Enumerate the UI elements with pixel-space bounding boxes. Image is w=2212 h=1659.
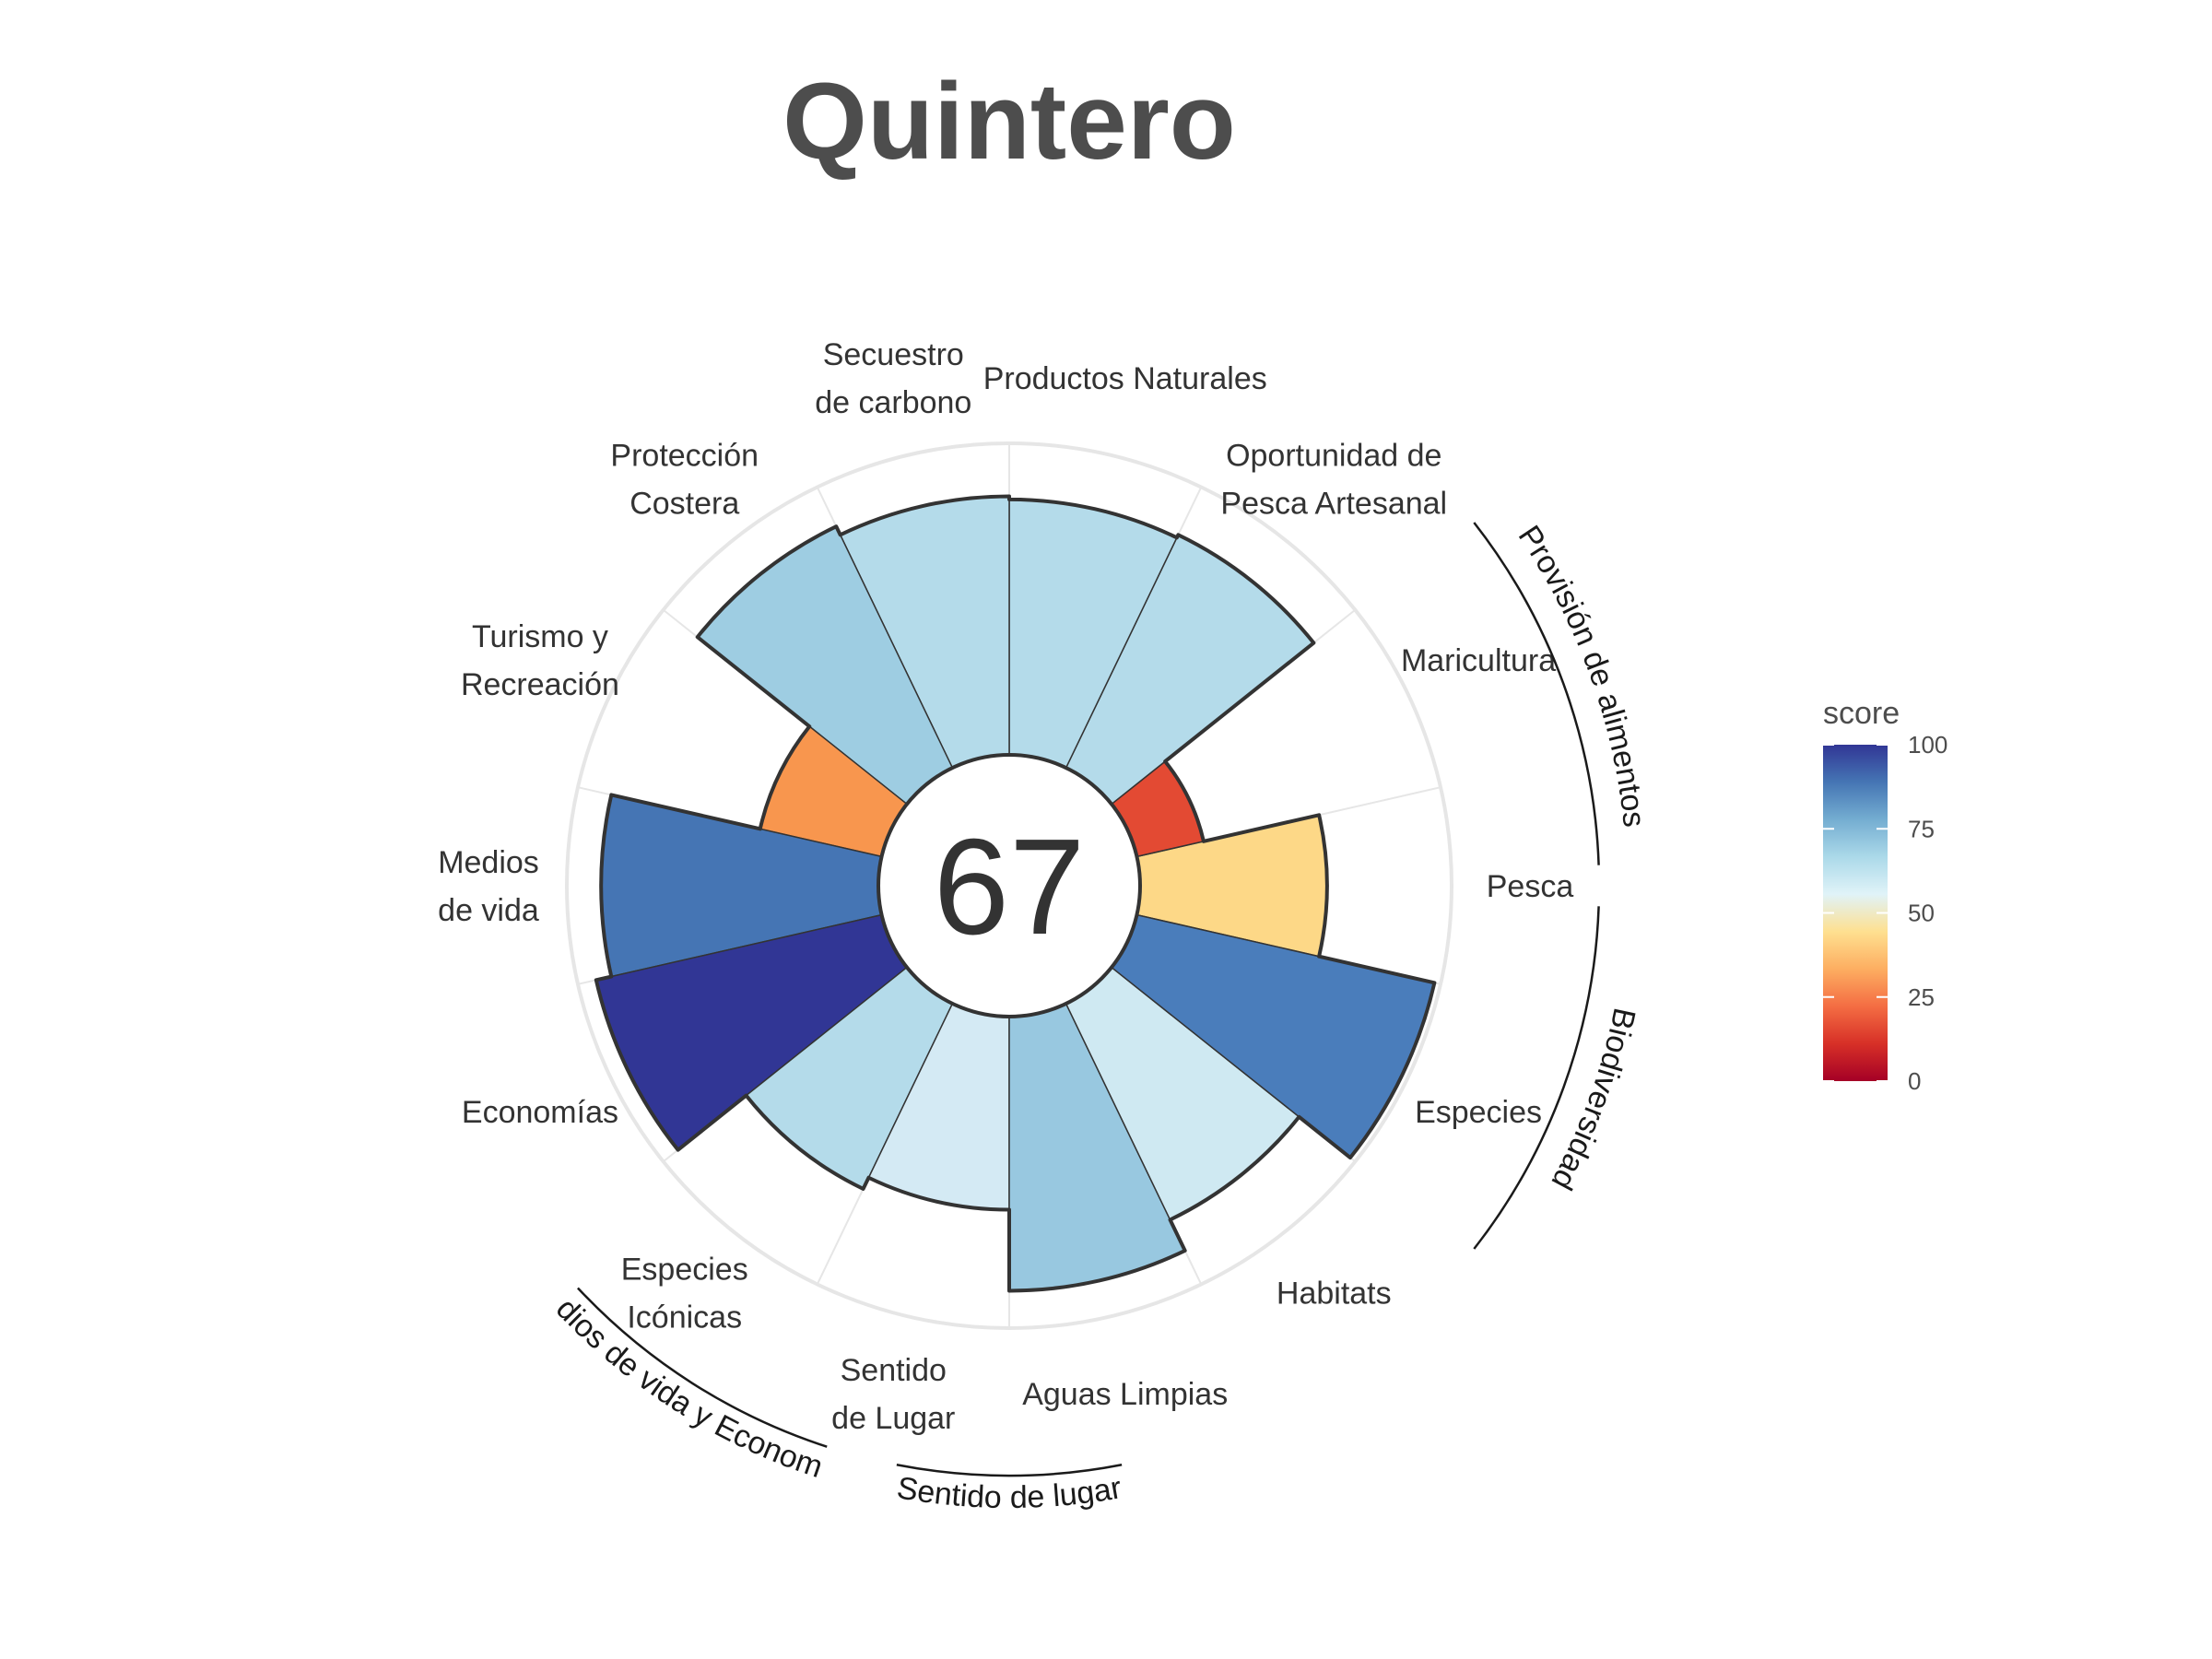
goal-label-line: Especies xyxy=(1415,1095,1542,1130)
goal-label: Economías xyxy=(462,1095,618,1130)
legend: score 0 25 50 75 100 xyxy=(1823,696,1947,1095)
group-bracket xyxy=(577,1287,828,1448)
goal-label-line: Habitats xyxy=(1277,1277,1392,1312)
legend-tick-label: 75 xyxy=(1908,815,1935,842)
goal-label: Oportunidad de Pesca Artesanal xyxy=(1220,438,1447,521)
goal-label-line: Secuestro xyxy=(823,337,964,372)
goal-label-line: Pesca xyxy=(1487,869,1574,904)
group-label: Sentido de lugar xyxy=(894,1470,1124,1515)
goal-label: Habitats xyxy=(1277,1277,1392,1312)
goal-labels: Pesca Maricultura Oportunidad de Pesca Arte… xyxy=(438,337,1573,1436)
goal-label: Turismo y Recreación xyxy=(461,619,619,702)
petal-outline-path xyxy=(594,494,1437,1293)
legend-tick-label: 25 xyxy=(1908,983,1935,1011)
goal-label: Especies xyxy=(1415,1095,1542,1130)
goal-label-line: Icónicas xyxy=(627,1300,742,1335)
goal-label-line: Oportunidad de xyxy=(1226,438,1441,473)
petals xyxy=(594,495,1436,1292)
center-circle xyxy=(877,753,1142,1018)
goal-label: Maricultura xyxy=(1401,643,1556,678)
goal-label: Sentido de Lugar xyxy=(831,1353,955,1436)
goal-label: Aguas Limpias xyxy=(1022,1377,1228,1412)
goal-label-line: de Lugar xyxy=(831,1401,955,1436)
goal-label-line: Recreación xyxy=(461,667,619,702)
goal-label: Productos Naturales xyxy=(983,361,1267,396)
goal-label: Medios de vida xyxy=(438,845,539,928)
center-score: 67 xyxy=(934,811,1086,963)
legend-tick-label: 50 xyxy=(1908,900,1935,927)
goal-label: Pesca xyxy=(1487,869,1574,904)
goal-label-line: Sentido xyxy=(841,1353,947,1388)
goal-label-line: de carbono xyxy=(815,385,971,420)
goal-label-line: Especies xyxy=(621,1253,748,1288)
goal-label: Secuestro de carbono xyxy=(815,337,971,420)
goal-label-line: Turismo y xyxy=(472,619,608,654)
legend-title: score xyxy=(1823,696,1900,731)
legend-tick-label: 0 xyxy=(1908,1067,1921,1095)
goal-label-line: Economías xyxy=(462,1095,618,1130)
group-bracket xyxy=(1473,906,1600,1250)
goal-label-line: Costera xyxy=(629,486,739,521)
chart-title: Quintero xyxy=(782,61,1236,182)
goal-label-line: Aguas Limpias xyxy=(1022,1377,1228,1412)
goal-label: Protección Costera xyxy=(610,438,759,521)
goal-label-line: Maricultura xyxy=(1401,643,1556,678)
goal-label-line: Protección xyxy=(610,438,759,473)
petal-outline xyxy=(594,494,1437,1293)
goal-label-line: Pesca Artesanal xyxy=(1220,486,1447,521)
goal-label: Especies Icónicas xyxy=(621,1253,748,1335)
goal-label-line: Productos Naturales xyxy=(983,361,1267,396)
group-bracket xyxy=(896,1464,1123,1477)
group-bracket xyxy=(1473,522,1600,865)
goal-label-line: Medios xyxy=(438,845,539,880)
legend-tick-label: 100 xyxy=(1908,731,1947,759)
goal-label-line: de vida xyxy=(438,893,539,928)
